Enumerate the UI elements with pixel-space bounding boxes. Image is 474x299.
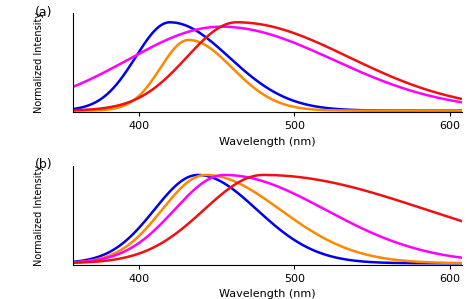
X-axis label: Wavelength (nm): Wavelength (nm) — [219, 137, 316, 147]
Y-axis label: Normalized Intensity: Normalized Intensity — [34, 12, 45, 113]
X-axis label: Wavelength (nm): Wavelength (nm) — [219, 289, 316, 299]
Text: (a): (a) — [35, 6, 52, 19]
Text: (b): (b) — [35, 158, 52, 171]
Y-axis label: Normalized Intensity: Normalized Intensity — [34, 165, 45, 266]
